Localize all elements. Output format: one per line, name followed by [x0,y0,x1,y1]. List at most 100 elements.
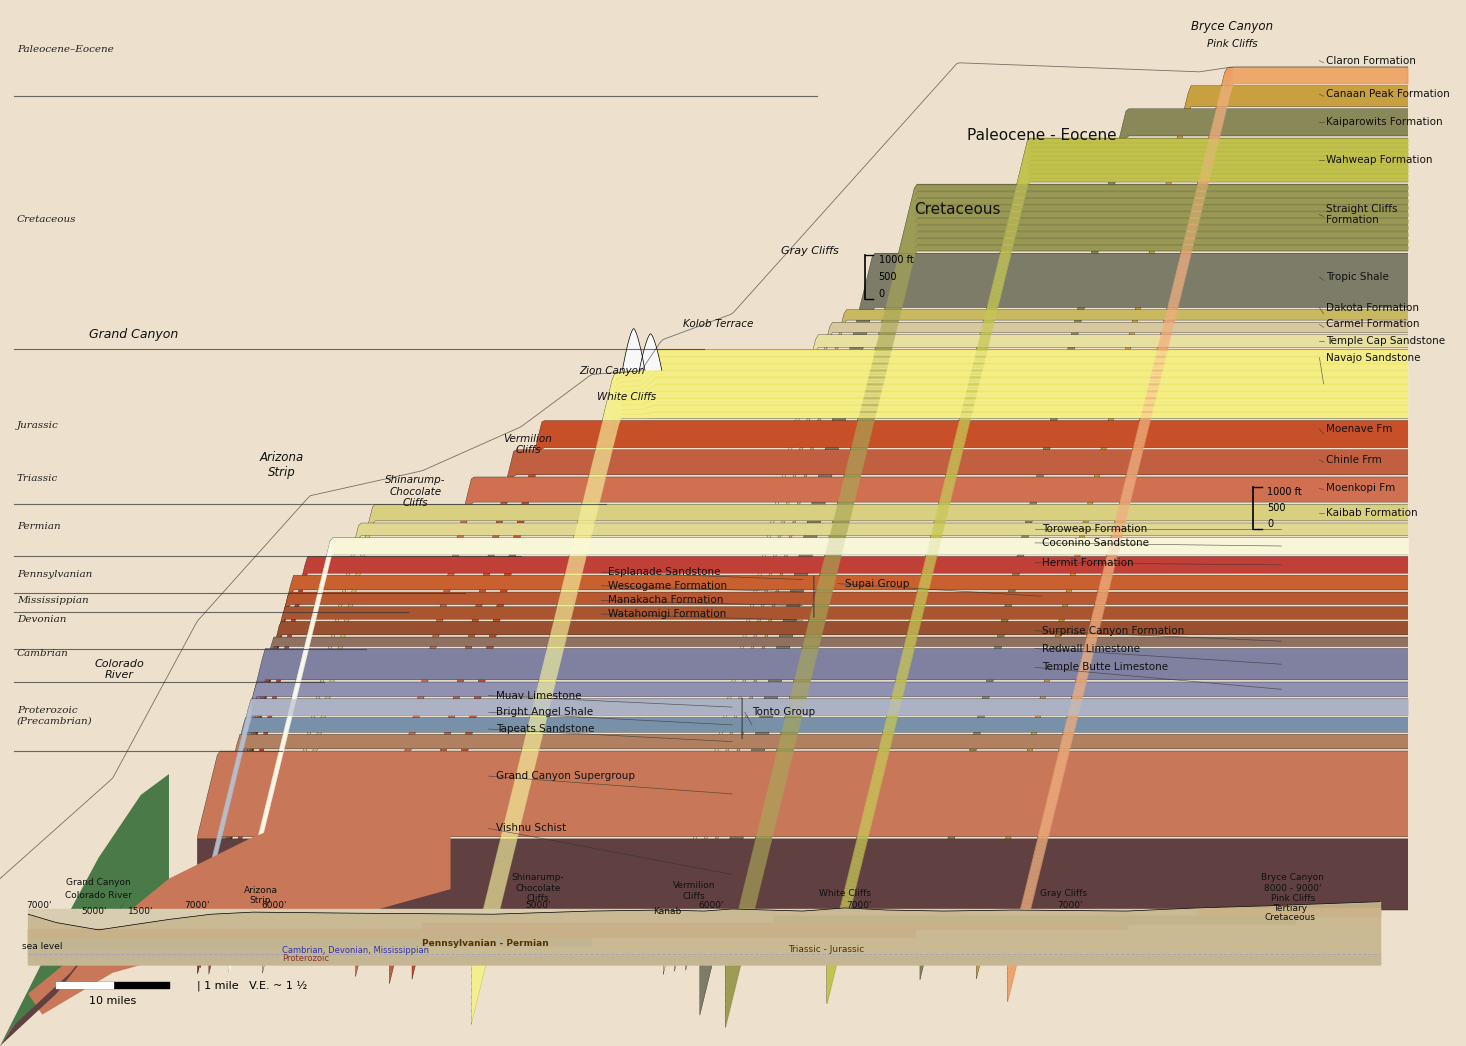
Text: Paleocene - Eocene: Paleocene - Eocene [968,129,1117,143]
Text: Tropic Shale: Tropic Shale [1327,272,1390,282]
Text: Wescogame Formation: Wescogame Formation [608,581,727,591]
Text: Gray Cliffs: Gray Cliffs [781,246,839,256]
Text: Devonian: Devonian [18,615,66,623]
Text: 1500': 1500' [128,907,154,915]
Text: 5000': 5000' [82,907,107,915]
Polygon shape [1007,67,1409,1002]
Text: Pink Cliffs: Pink Cliffs [1271,894,1315,903]
Text: 6000': 6000' [262,902,287,910]
Text: Arizona
Strip: Arizona Strip [243,886,277,905]
Polygon shape [699,253,1409,1016]
Text: Temple Cap Sandstone: Temple Cap Sandstone [1327,336,1445,346]
Text: Grand Canyon: Grand Canyon [66,879,130,887]
Text: Colorado
River: Colorado River [95,659,145,680]
Text: sea level: sea level [22,942,63,951]
Text: White Cliffs: White Cliffs [819,889,871,897]
Polygon shape [663,335,1409,975]
Text: Vermilion
Cliffs: Vermilion Cliffs [673,882,715,901]
Polygon shape [189,682,1409,972]
Text: 7000': 7000' [185,902,210,910]
Polygon shape [198,621,1409,973]
Text: Watahomigi Formation: Watahomigi Formation [608,609,727,619]
Text: Dakota Formation: Dakota Formation [1327,302,1419,313]
Text: Gray Cliffs: Gray Cliffs [1039,889,1086,897]
Text: Tapeats Sandstone: Tapeats Sandstone [496,724,594,734]
Text: 6000': 6000' [698,902,724,910]
Polygon shape [0,879,141,1046]
Text: Cretaceous: Cretaceous [18,215,76,224]
Text: Moenave Fm: Moenave Fm [1327,424,1393,434]
Polygon shape [186,734,1409,967]
Polygon shape [390,450,1409,983]
Text: Temple Butte Limestone: Temple Butte Limestone [1042,662,1168,673]
Text: Supai Group: Supai Group [844,578,909,589]
Text: Arizona
Strip: Arizona Strip [259,452,303,479]
Text: Zion Canyon: Zion Canyon [579,366,645,377]
Text: Manakacha Formation: Manakacha Formation [608,595,724,606]
Polygon shape [262,504,1409,973]
Polygon shape [198,607,1409,974]
Text: Canaan Peak Formation: Canaan Peak Formation [1327,89,1450,99]
Text: Esplanade Sandstone: Esplanade Sandstone [608,567,721,577]
Text: Kolob Terrace: Kolob Terrace [683,319,754,329]
Text: Pennsylvanian - Permian: Pennsylvanian - Permian [422,939,550,948]
Text: Tonto Group: Tonto Group [752,707,815,718]
Polygon shape [186,718,1409,973]
Polygon shape [471,349,1409,1024]
Polygon shape [726,184,1409,1027]
Text: 0: 0 [1267,519,1274,529]
Text: Pink Cliffs: Pink Cliffs [1207,39,1258,49]
Text: Chinle Frm: Chinle Frm [1327,455,1382,465]
Text: Colorado River: Colorado River [65,891,132,900]
Text: Cretaceous: Cretaceous [915,202,1001,217]
Text: 500: 500 [1267,503,1286,514]
Text: Paleocene–Eocene: Paleocene–Eocene [18,45,114,53]
Text: Grand Canyon Supergroup: Grand Canyon Supergroup [496,771,635,781]
Polygon shape [161,839,1409,1029]
Polygon shape [201,575,1409,968]
Text: 500: 500 [878,272,897,282]
Polygon shape [28,764,450,1015]
Text: 7000': 7000' [846,902,872,910]
Text: Shinarump-
Chocolate
Cliffs: Shinarump- Chocolate Cliffs [512,873,564,903]
Text: Moenkopi Fm: Moenkopi Fm [1327,483,1396,494]
Text: 0: 0 [878,289,885,299]
Polygon shape [195,637,1409,967]
Text: 5000': 5000' [525,902,551,910]
Text: Triassic - Jurassic: Triassic - Jurassic [789,946,865,954]
Text: Bryce Canyon
8000 - 9000': Bryce Canyon 8000 - 9000' [1261,873,1324,892]
Text: Vermilion
Cliffs: Vermilion Cliffs [504,434,553,455]
Polygon shape [0,774,169,1046]
Text: Jurassic: Jurassic [18,422,59,430]
Text: Claron Formation: Claron Formation [1327,55,1416,66]
Text: Proterozoic: Proterozoic [281,954,328,962]
Text: Coconino Sandstone: Coconino Sandstone [1042,538,1149,548]
Text: Shinarump-
Chocolate
Cliffs: Shinarump- Chocolate Cliffs [386,475,446,508]
Text: Toroweap Formation: Toroweap Formation [1042,524,1148,535]
Text: Pennsylvanian: Pennsylvanian [18,570,92,578]
Text: Bryce Canyon: Bryce Canyon [1190,20,1272,32]
Text: | 1 mile   V.E. ~ 1 ½: | 1 mile V.E. ~ 1 ½ [196,980,308,991]
Text: Carmel Formation: Carmel Formation [1327,319,1421,329]
Text: Redwall Limestone: Redwall Limestone [1042,643,1141,654]
Text: Navajo Sandstone: Navajo Sandstone [1327,353,1421,363]
Text: White Cliffs: White Cliffs [597,392,657,403]
Polygon shape [189,649,1409,990]
Polygon shape [921,109,1409,980]
Text: Wahweap Formation: Wahweap Formation [1327,155,1432,165]
Text: Proterozoic
(Precambrian): Proterozoic (Precambrian) [18,706,92,725]
Text: Triassic: Triassic [18,474,59,482]
Polygon shape [827,138,1409,1004]
Text: Surprise Canyon Formation: Surprise Canyon Formation [1042,626,1185,636]
Polygon shape [620,328,668,370]
Polygon shape [208,556,1409,974]
Text: Vishnu Schist: Vishnu Schist [496,823,566,834]
Text: Kaiparowits Formation: Kaiparowits Formation [1327,117,1443,128]
Polygon shape [356,477,1409,977]
Text: Hermit Formation: Hermit Formation [1042,558,1133,568]
Polygon shape [169,751,1409,1037]
Polygon shape [0,0,196,1046]
Polygon shape [976,86,1409,979]
Polygon shape [686,310,1409,971]
Text: 1000 ft: 1000 ft [878,255,913,266]
